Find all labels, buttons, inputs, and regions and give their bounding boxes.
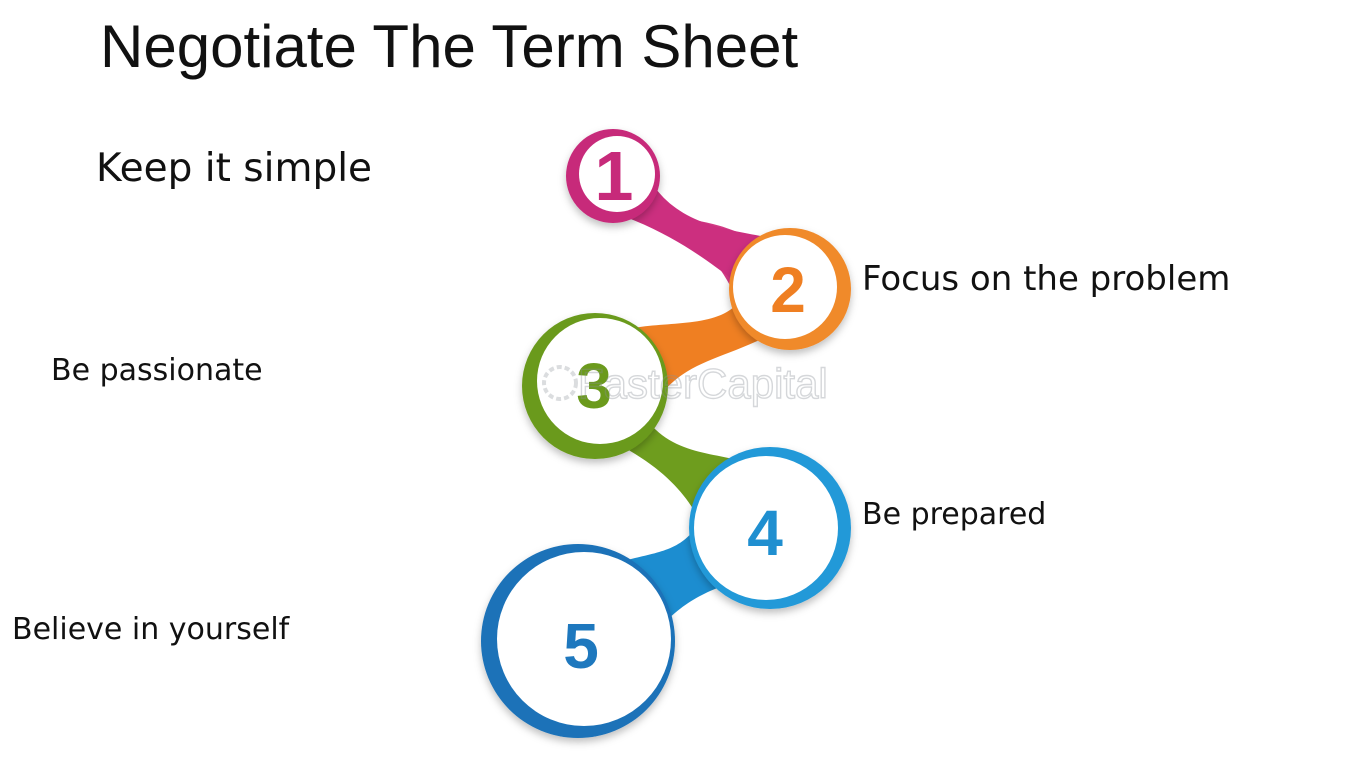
step-2-label: Focus on the problem xyxy=(862,259,1231,299)
fastercapital-watermark: FasterCapital xyxy=(542,359,828,408)
step-5-label: Believe in yourself xyxy=(12,612,290,647)
watermark-text: FasterCapital xyxy=(578,360,828,407)
step-4-label: Be prepared xyxy=(862,497,1047,532)
step-5-node xyxy=(481,544,675,738)
step-2-node xyxy=(729,228,851,350)
step-3-number: 3 xyxy=(576,350,612,422)
step-4-number: 4 xyxy=(747,497,783,569)
step-5-number: 5 xyxy=(563,610,599,682)
step-1-label: Keep it simple xyxy=(96,146,373,191)
step-2-number: 2 xyxy=(770,254,806,326)
step-3-label: Be passionate xyxy=(51,353,263,388)
step-1-node xyxy=(566,129,660,223)
step-1-number: 1 xyxy=(595,137,634,215)
page-title: Negotiate The Term Sheet xyxy=(100,13,799,80)
step-4-node xyxy=(689,447,851,609)
step-3-node xyxy=(522,313,668,459)
